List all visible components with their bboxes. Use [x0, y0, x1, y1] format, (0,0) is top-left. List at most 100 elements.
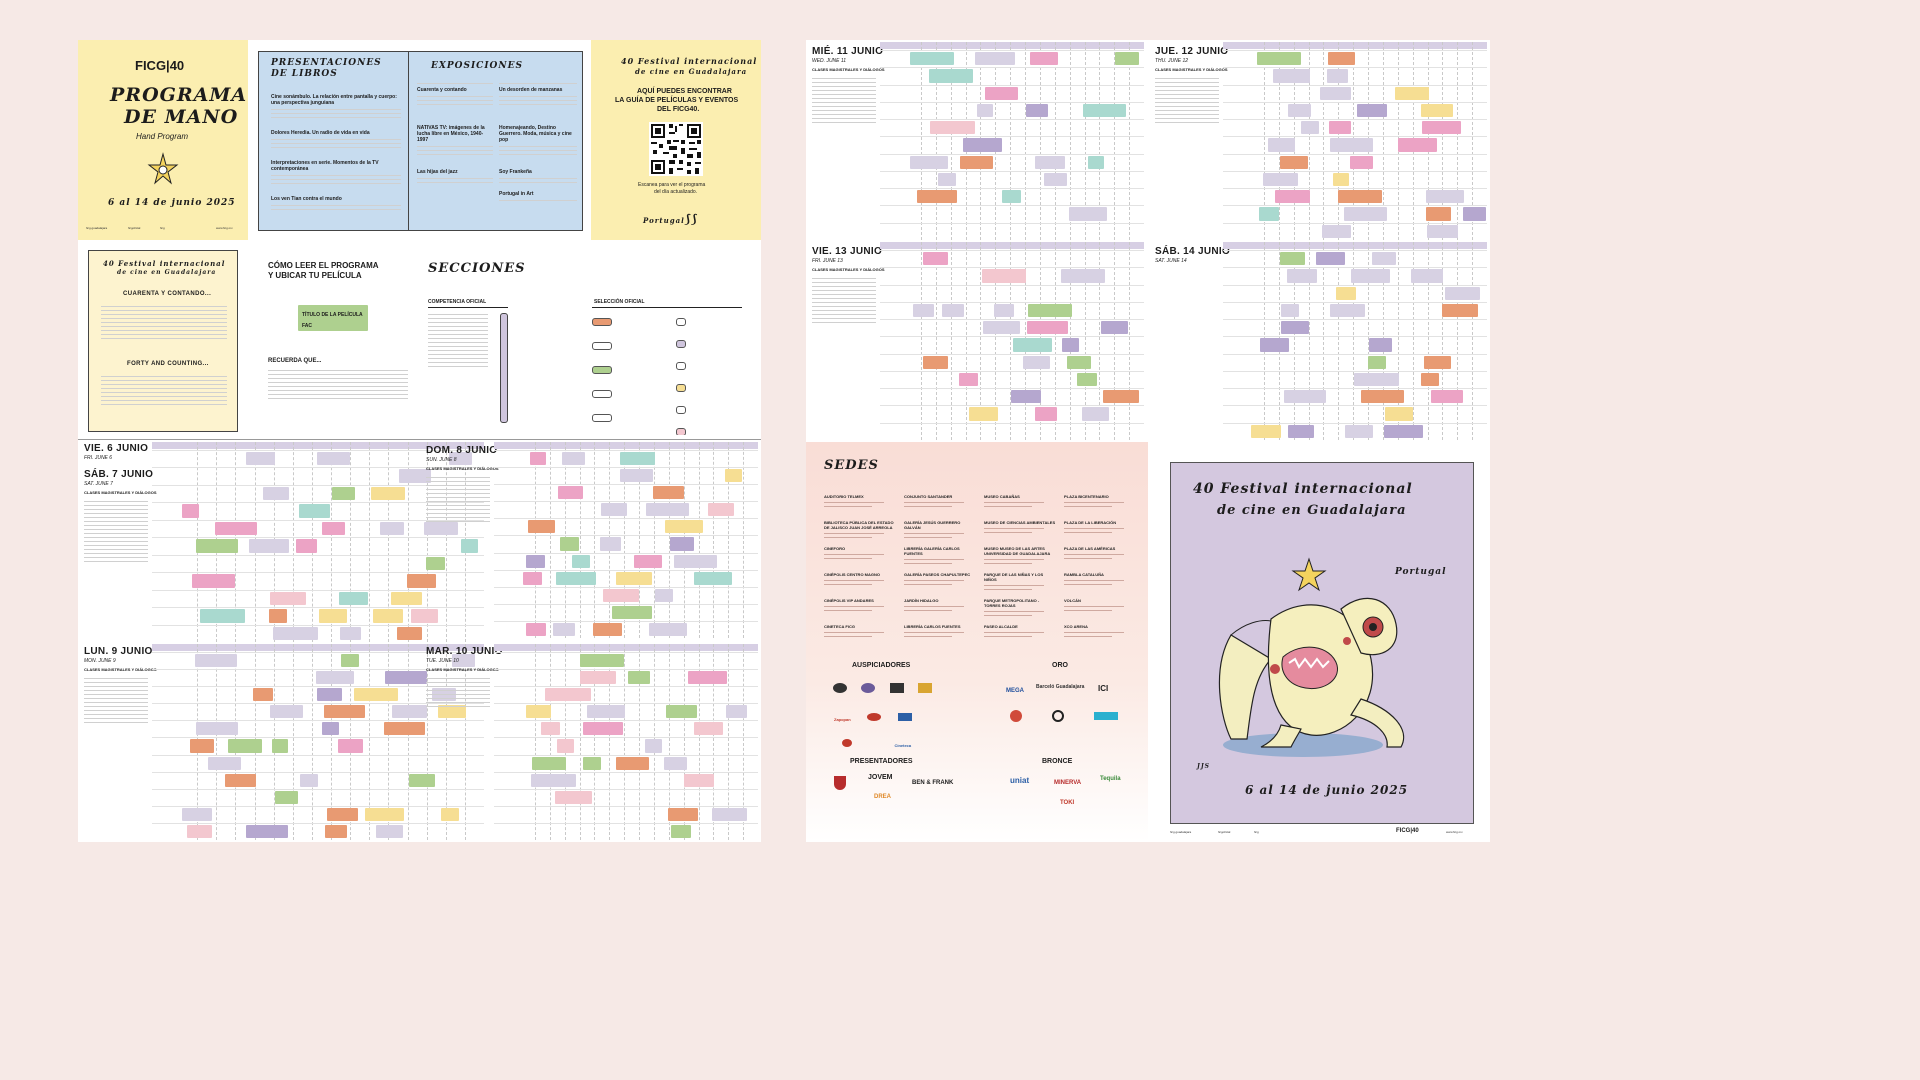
screening-slot [561, 452, 585, 466]
cover-footer-left: ficg.guadalajara [86, 226, 108, 230]
venue-item: LIBRERÍA CARLOS FUENTES [904, 624, 976, 650]
bronce-heading: BRONCE [1042, 758, 1073, 765]
screening-slot [1328, 121, 1352, 135]
screening-slot [190, 739, 214, 753]
screening-slot [1101, 321, 1129, 335]
screening-slot [601, 503, 628, 517]
screening-slot [452, 654, 475, 668]
screening-slot [1394, 86, 1429, 100]
screening-slot [983, 321, 1021, 335]
screening-slot [600, 537, 621, 551]
right-sheet: MIÉ. 11 JUNIO WED. JUNE 11 CLASES MAGIST… [806, 40, 1490, 842]
day-fri-6-sub: FRI. JUNE 6 [84, 455, 113, 461]
venue-name: PARQUE DE LAS NIÑAS Y LOS NIÑOS [984, 572, 1044, 582]
competencia-bar [500, 313, 508, 423]
screening-slot [440, 807, 460, 821]
screening-slot [299, 773, 319, 787]
intro-logo-2: de cine en Guadalajara [117, 269, 217, 276]
venue-name: BIBLIOTECA PÚBLICA DEL ESTADO DE JALISCO… [824, 520, 894, 530]
screening-slot [571, 554, 591, 568]
screening-slot [1001, 190, 1021, 204]
screening-slot [1361, 390, 1405, 404]
screening-slot [976, 103, 994, 118]
wed11-notes [812, 75, 876, 126]
screening-slot [1330, 303, 1365, 318]
screening-slot [545, 688, 591, 702]
screening-slot [916, 190, 958, 204]
screening-slot [407, 574, 437, 588]
screening-slot [252, 688, 273, 702]
screening-slot [319, 609, 348, 623]
venue-item: MUSEO MUSEO DE LAS ARTES UNIVERSIDAD DE … [984, 546, 1056, 572]
venue-name: PLAZA BICENTENARIO [1064, 494, 1109, 499]
screening-slot [1279, 155, 1309, 169]
screening-slot [274, 790, 299, 804]
screening-slot [196, 539, 239, 553]
intro-heading-es: CUARENTA Y CONTANDO... [123, 291, 212, 297]
screening-slot [191, 574, 236, 588]
venue-item: CINEFORO [824, 546, 896, 572]
screening-slot [208, 756, 242, 770]
book-item: Dolores Heredia. Un radio de vida en vid… [271, 130, 370, 136]
screening-slot [528, 520, 555, 534]
screening-slot [1349, 155, 1374, 169]
qr-code-icon[interactable] [649, 122, 703, 176]
screening-slot [296, 539, 317, 553]
screening-slot [1445, 286, 1480, 300]
fri13-notes [812, 275, 876, 326]
pres-logo-text: DREA [874, 794, 892, 800]
screening-slot [1115, 52, 1140, 66]
screening-slot [1260, 338, 1290, 352]
emblem-icon [918, 683, 933, 693]
screening-slot [1287, 103, 1312, 118]
pres-logos: JOVEM BEN & FRANK DREA [828, 772, 978, 812]
screening-slot [1398, 138, 1438, 152]
emblem-icon [861, 683, 876, 693]
ausp-logos: Zapopan Cineteca [828, 680, 968, 752]
screening-slot [1272, 69, 1311, 83]
screening-slot [398, 469, 432, 483]
venue-item: PASEO ALCALDE [984, 624, 1056, 650]
cover-title-1: PROGRAMA [110, 84, 248, 106]
seleccion-col-1 [592, 313, 666, 435]
screening-slot [1250, 424, 1281, 438]
qr-scan-2: del día actualizado. [654, 189, 698, 195]
qr-scan-1: Escanea para ver el programa [638, 182, 706, 188]
screening-slot [341, 654, 359, 668]
venue-item: CINETECA FICG [824, 624, 896, 650]
screening-slot [616, 571, 652, 585]
screening-slot [426, 556, 446, 571]
screening-slot [1022, 355, 1051, 369]
screening-slot [373, 609, 403, 623]
day-sat-7-sub: SAT. JUNE 7 [84, 481, 113, 487]
day-sat-7: SÁB. 7 JUNIO [84, 469, 154, 480]
screening-slot [611, 605, 653, 619]
screening-slot [674, 554, 718, 568]
screening-slot [1012, 338, 1053, 352]
bronce-logos: uniat MINERVA Tequila TOKI [1000, 772, 1140, 832]
venue-name: XCO ARENA [1064, 624, 1088, 629]
exhibits-col-2: Un desorden de manzanas Homenajeando, De… [499, 80, 577, 204]
screening-slot [1371, 252, 1396, 266]
screening-slot [910, 52, 954, 66]
screening-slot [317, 688, 342, 702]
screening-slot [195, 722, 238, 736]
intro-text-en [101, 373, 227, 408]
venue-name: PASEO ALCALDE [984, 624, 1018, 629]
screening-slot [321, 722, 340, 736]
oro-logo-text: ICI [1098, 684, 1109, 693]
screening-slot [941, 303, 965, 318]
oro-heading: ORO [1052, 662, 1068, 669]
screening-slot [322, 521, 345, 536]
intro-text-es [101, 303, 227, 342]
screening-slot [269, 591, 306, 606]
poster-footer-left: ficg.guadalajara [1170, 830, 1192, 834]
classes-label-3: CLASES MAGISTRALES Y DIÁLOGOS [426, 466, 499, 471]
howto-text [268, 367, 408, 402]
screening-slot [1345, 424, 1374, 438]
screening-slot [556, 571, 596, 585]
screening-slot [1421, 121, 1462, 135]
screening-slot [929, 121, 976, 135]
books-list: Cine sonámbulo. La relación entre pantal… [271, 92, 401, 213]
screening-slot [1420, 103, 1454, 118]
